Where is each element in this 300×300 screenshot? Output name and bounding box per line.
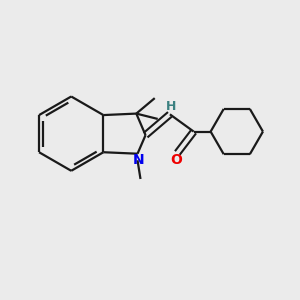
Text: O: O xyxy=(170,153,182,167)
Text: N: N xyxy=(132,153,144,167)
Text: H: H xyxy=(166,100,177,112)
